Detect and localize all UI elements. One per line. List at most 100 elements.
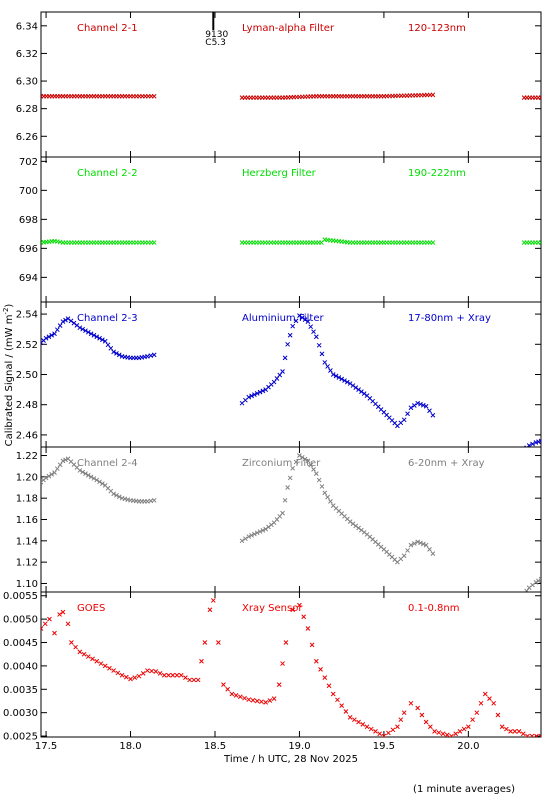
data-point	[229, 691, 235, 697]
data-point	[491, 700, 497, 706]
data-point	[482, 691, 488, 697]
data-point	[522, 448, 526, 452]
data-point	[305, 319, 311, 324]
panel-label: 6-20nm + Xray	[408, 458, 485, 469]
data-point	[309, 642, 315, 648]
data-point	[195, 677, 201, 683]
data-point	[427, 408, 432, 414]
data-point	[114, 492, 119, 498]
data-point	[330, 691, 336, 697]
data-point	[239, 538, 245, 544]
data-point	[65, 621, 71, 627]
data-point	[308, 462, 314, 468]
data-point	[98, 661, 104, 666]
y-tick-label: 2.54	[16, 310, 38, 321]
data-point	[187, 677, 193, 683]
panel-label: Aluminium Filter	[242, 313, 325, 324]
data-point	[94, 658, 100, 664]
panel-label: GOES	[77, 603, 105, 614]
data-point	[347, 715, 353, 720]
data-point	[145, 354, 150, 359]
data-point	[368, 726, 374, 732]
panel-label: 0.1-0.8nm	[408, 603, 460, 614]
panel-label: Channel 2-3	[77, 313, 138, 324]
data-point	[115, 670, 121, 676]
data-point	[69, 640, 74, 645]
data-point	[319, 484, 325, 489]
data-point	[161, 672, 167, 678]
series-group	[41, 598, 541, 737]
data-point	[246, 697, 252, 702]
data-point	[94, 477, 100, 483]
data-point	[77, 325, 83, 331]
data-point	[57, 323, 63, 329]
data-point	[257, 389, 263, 395]
data-point	[277, 372, 283, 378]
data-point	[153, 669, 159, 674]
data-point	[339, 703, 345, 709]
data-point	[116, 352, 122, 358]
y-tick-label: 696	[19, 244, 38, 255]
data-point	[529, 733, 535, 737]
data-point	[350, 383, 356, 388]
data-point	[499, 724, 505, 730]
data-point	[461, 726, 467, 732]
data-point	[504, 726, 509, 732]
data-point	[105, 342, 111, 348]
data-point	[148, 353, 154, 358]
y-tick-label: 1.20	[16, 472, 38, 483]
data-point	[81, 651, 87, 657]
data-point	[408, 542, 414, 548]
data-point	[83, 328, 88, 334]
data-point	[260, 527, 266, 533]
y-tick-label: 0.0050	[3, 615, 38, 626]
data-point	[145, 668, 150, 673]
data-point	[246, 534, 252, 539]
y-tick-label: 0.0055	[3, 591, 38, 602]
data-point	[390, 727, 396, 733]
y-tick-label: 0.0025	[3, 732, 38, 743]
data-point	[254, 530, 260, 536]
data-point	[326, 683, 332, 689]
data-point	[237, 694, 243, 700]
data-point	[52, 630, 57, 636]
data-point	[88, 474, 94, 480]
data-point	[351, 717, 357, 723]
data-point	[90, 656, 95, 662]
data-point	[136, 673, 142, 679]
data-point	[316, 477, 322, 483]
data-point	[420, 402, 426, 408]
data-point	[440, 731, 446, 737]
data-point	[342, 378, 347, 383]
data-point	[432, 729, 437, 734]
panel-frame-5	[40, 591, 542, 738]
data-point	[386, 730, 391, 736]
data-point	[339, 376, 345, 382]
y-tick-label: 1.10	[16, 579, 38, 590]
data-point	[322, 675, 328, 680]
data-point	[102, 663, 108, 669]
y-tick-label: 6.32	[16, 49, 38, 60]
data-point	[107, 665, 112, 671]
data-point	[287, 332, 293, 338]
data-point	[325, 364, 330, 369]
data-point	[423, 542, 429, 548]
series-group	[41, 313, 541, 452]
data-point	[427, 546, 432, 552]
data-point	[280, 369, 285, 374]
data-point	[108, 345, 114, 351]
data-point	[538, 733, 541, 737]
data-point	[94, 334, 100, 340]
data-point	[274, 376, 280, 381]
data-point	[408, 700, 414, 706]
data-point	[322, 490, 328, 496]
y-tick-label: 0.0045	[3, 638, 38, 649]
y-tick-label: 6.34	[16, 21, 38, 32]
data-point	[271, 696, 277, 701]
y-tick-label: 2.50	[16, 370, 38, 381]
data-point	[308, 324, 314, 330]
data-point	[280, 510, 285, 516]
data-point	[430, 412, 436, 418]
data-point	[123, 674, 129, 680]
data-point	[525, 733, 530, 737]
